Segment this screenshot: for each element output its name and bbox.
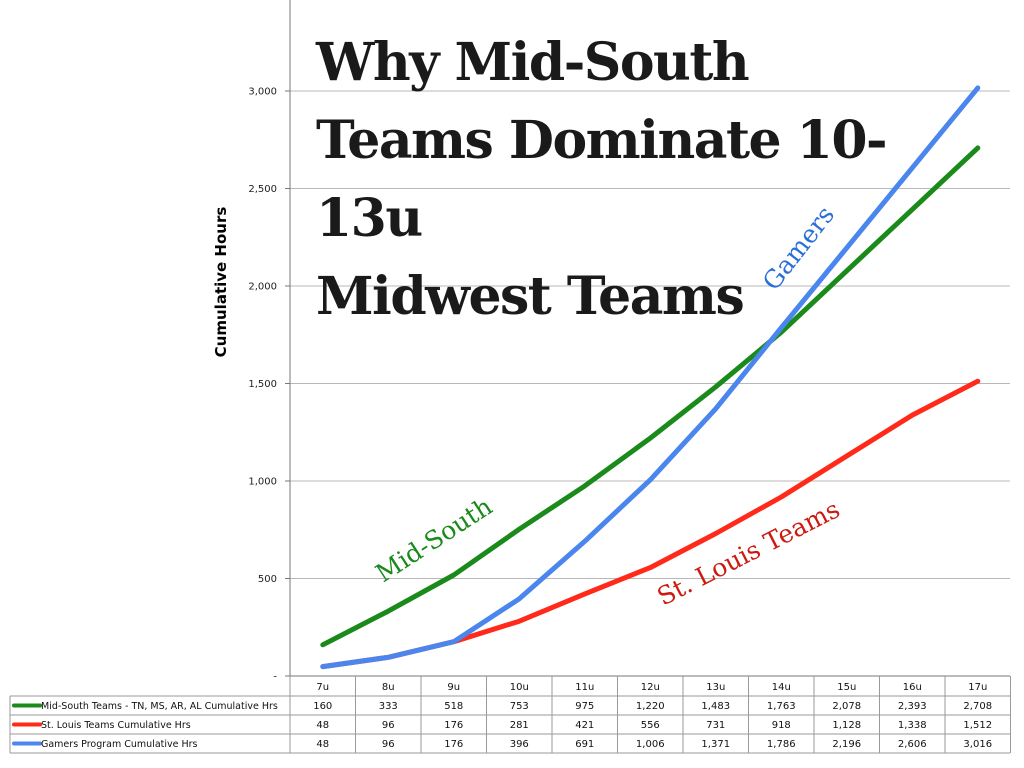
y-axis-label: Cumulative Hours xyxy=(212,207,230,358)
annotation-label: Gamers xyxy=(757,200,840,295)
y-tick-label: - xyxy=(273,672,277,683)
title-line: Why Mid-South xyxy=(315,32,749,93)
y-tick-label: 1,500 xyxy=(248,379,277,390)
table-cell-value: 396 xyxy=(510,739,529,750)
category-label: 11u xyxy=(575,682,594,693)
series-line xyxy=(320,85,981,670)
category-label: 8u xyxy=(382,682,395,693)
table-cell-value: 2,196 xyxy=(832,739,861,750)
table-cell-value: 1,338 xyxy=(898,720,927,731)
series-lines xyxy=(320,85,981,670)
annotation-label: Mid-South xyxy=(370,492,497,588)
table-cell-value: 1,220 xyxy=(636,701,665,712)
title-line: 13u xyxy=(316,188,422,249)
category-label: 17u xyxy=(968,682,987,693)
category-label: 9u xyxy=(447,682,460,693)
category-label: 16u xyxy=(903,682,922,693)
table-cell-value: 691 xyxy=(575,739,594,750)
axes xyxy=(289,0,1010,677)
y-tick-label: 500 xyxy=(258,574,277,585)
table-cell-value: 1,512 xyxy=(963,720,992,731)
category-label: 10u xyxy=(510,682,529,693)
table-cell-value: 1,371 xyxy=(701,739,730,750)
data-table: 7u 8u 9u 10u 11u 12u 13u 14u 15u 16u 17u Mid-South … xyxy=(9,676,1011,754)
table-cell-value: 753 xyxy=(510,701,529,712)
legend-entry: Mid-South Teams - TN, MS, AR, AL Cumulat… xyxy=(41,701,278,712)
table-cell-value: 518 xyxy=(444,701,463,712)
table-cell-value: 1,483 xyxy=(701,701,730,712)
title-line: Teams Dominate 10- xyxy=(316,110,886,171)
table-cell-value: 160 xyxy=(313,701,332,712)
y-tick-label: 2,500 xyxy=(248,184,277,195)
table-cell-value: 556 xyxy=(641,720,660,731)
table-cell-value: 731 xyxy=(706,720,725,731)
legend-entry: St. Louis Teams Cumulative Hrs xyxy=(41,720,191,731)
grid-lines xyxy=(285,90,1010,677)
chart-title: Why Mid-South Teams Dominate 10- 13u Midwes… xyxy=(315,32,888,327)
table-cell-value: 3,016 xyxy=(963,739,992,750)
title-line: Midwest Teams xyxy=(316,266,743,327)
table-cell-value: 975 xyxy=(575,701,594,712)
table-cell-value: 1,786 xyxy=(767,739,796,750)
category-label: 15u xyxy=(837,682,856,693)
table-cell-value: 918 xyxy=(772,720,791,731)
category-label: 12u xyxy=(641,682,660,693)
table-cell-value: 1,763 xyxy=(767,701,796,712)
category-label: 13u xyxy=(706,682,725,693)
legend-entry: Gamers Program Cumulative Hrs xyxy=(41,739,198,750)
table-cell-value: 281 xyxy=(510,720,529,731)
table-cell-value: 1,128 xyxy=(832,720,861,731)
table-cell-value: 2,393 xyxy=(898,701,927,712)
table-cell-value: 48 xyxy=(316,739,329,750)
table-cell-value: 2,078 xyxy=(832,701,861,712)
table-cell-value: 333 xyxy=(379,701,398,712)
category-label: 7u xyxy=(316,682,329,693)
y-tick-labels: - 500 1,000 1,500 2,000 2,500 3,000 xyxy=(248,87,277,683)
y-tick-label: 1,000 xyxy=(248,477,277,488)
table-cell-value: 96 xyxy=(382,720,395,731)
table-cell-value: 421 xyxy=(575,720,594,731)
table-cell-value: 176 xyxy=(444,739,463,750)
table-cell-value: 48 xyxy=(316,720,329,731)
table-cell-value: 2,708 xyxy=(963,701,992,712)
y-tick-label: 3,000 xyxy=(248,87,277,98)
table-cell-value: 96 xyxy=(382,739,395,750)
y-tick-label: 2,000 xyxy=(248,282,277,293)
table-cell-value: 2,606 xyxy=(898,739,927,750)
table-cell-value: 176 xyxy=(444,720,463,731)
series-line xyxy=(320,378,981,670)
table-cell-value: 1,006 xyxy=(636,739,665,750)
category-label: 14u xyxy=(772,682,791,693)
